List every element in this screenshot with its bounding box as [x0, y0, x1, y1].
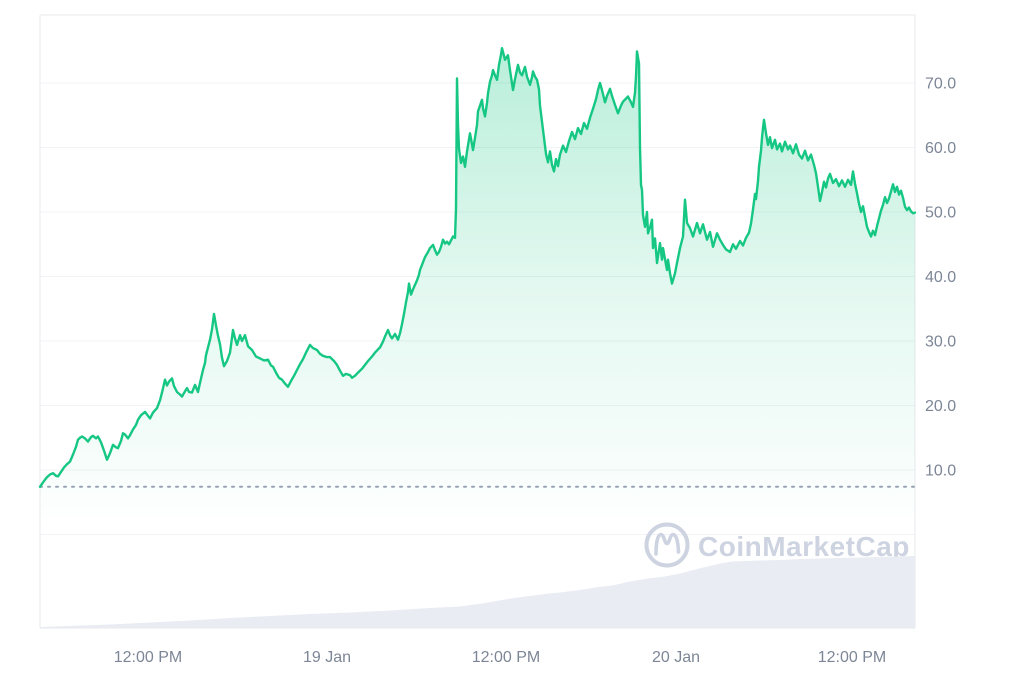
price-line[interactable] — [38, 47, 917, 488]
y-axis-tick-label: 50.0 — [925, 205, 956, 222]
y-axis-tick-label: 10.0 — [925, 463, 956, 480]
volume-area — [40, 556, 915, 628]
volume-silhouette — [40, 556, 915, 628]
y-axis-labels: 10.0 20.0 30.0 40.0 50.0 60.0 70.0 — [925, 76, 956, 480]
price-series[interactable] — [38, 47, 917, 535]
y-axis-tick-label: 20.0 — [925, 398, 956, 415]
x-axis-tick-label: 12:00 PM — [114, 649, 182, 666]
x-axis-tick-label: 12:00 PM — [818, 649, 886, 666]
y-axis-tick-label: 60.0 — [925, 140, 956, 157]
x-axis-tick-label: 19 Jan — [303, 649, 351, 666]
price-area-fill — [40, 48, 915, 535]
x-axis-tick-label: 12:00 PM — [472, 649, 540, 666]
x-axis-tick-label: 20 Jan — [652, 649, 700, 666]
y-axis-tick-label: 40.0 — [925, 269, 956, 286]
x-axis-labels: 12:00 PM 19 Jan 12:00 PM 20 Jan 12:00 PM — [114, 649, 886, 666]
y-axis-tick-label: 30.0 — [925, 334, 956, 351]
coinmarketcap-watermark-text: CoinMarketCap — [698, 531, 910, 562]
y-axis-tick-label: 70.0 — [925, 76, 956, 93]
